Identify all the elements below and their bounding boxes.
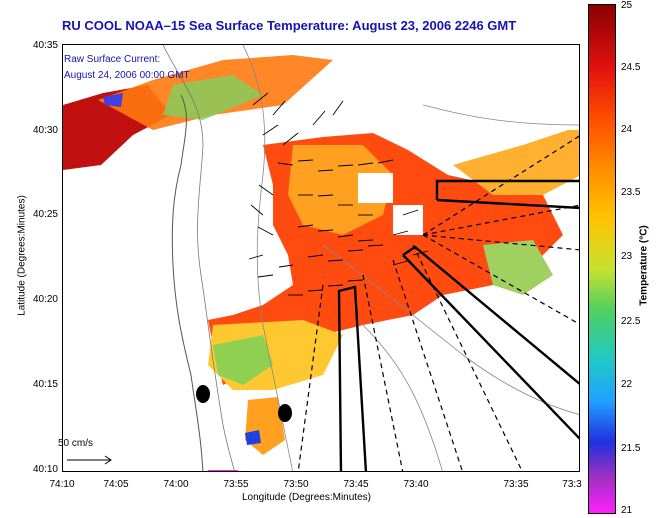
ytick-label: 40:30 — [32, 125, 58, 136]
colorbar-tick: 21.5 — [621, 443, 641, 454]
bathy-contour-2 — [242, 45, 293, 471]
colorbar-label: Temperature (°C) — [638, 225, 650, 306]
colorbar-tick: 24 — [621, 124, 633, 135]
ytick-label: 40:25 — [32, 209, 58, 220]
map-title: RU COOL NOAA–15 Sea Surface Temperature:… — [62, 18, 517, 33]
sst-patch-east-green — [483, 240, 553, 295]
xtick-label: 74:10 — [49, 479, 75, 490]
xtick-label: 74:00 — [163, 479, 189, 490]
station-dot-1 — [196, 385, 210, 403]
colorbar-tick: 24.5 — [621, 62, 641, 73]
cloud-gap-2 — [393, 205, 423, 235]
colorbar-tick: 22 — [621, 379, 633, 390]
map-canvas — [63, 45, 579, 471]
sst-patch-purple — [103, 93, 123, 107]
scale-arrowhead — [104, 455, 112, 465]
xtick-label: 73:3 — [562, 479, 582, 490]
colorbar-tick: 23.5 — [621, 187, 641, 198]
xtick-label: 73:35 — [503, 479, 529, 490]
bathy-contour-1 — [162, 45, 235, 471]
xtick-label: 73:55 — [223, 479, 249, 490]
bathy-contour-3 — [322, 244, 579, 415]
current-legend-line2: August 24, 2006 00:00 GMT — [64, 70, 190, 81]
ytick-label: 40:20 — [32, 294, 58, 305]
sst-patch-magenta — [208, 470, 238, 471]
xtick-label: 73:45 — [343, 479, 369, 490]
scale-label: 50 cm/s — [58, 438, 94, 449]
sst-patch-north-green — [163, 75, 263, 120]
xtick-label: 74:05 — [103, 479, 129, 490]
colorbar-tick: 22.5 — [621, 316, 641, 327]
x-axis-label: Longitude (Degrees:Minutes) — [242, 492, 371, 503]
colorbar-tick: 21 — [621, 505, 633, 516]
temperature-colorbar — [588, 4, 616, 514]
sst-patch-east — [453, 130, 579, 195]
ytick-label: 40:35 — [32, 40, 58, 51]
colorbar-tick: 23 — [621, 251, 633, 262]
coastline — [171, 94, 204, 471]
sst-map — [62, 44, 580, 472]
cloud-gap-1 — [358, 173, 393, 203]
sst-patch-green-south — [213, 335, 273, 385]
site-boxes — [337, 179, 579, 471]
bathy-contour-4 — [362, 324, 443, 471]
xtick-label: 73:50 — [283, 479, 309, 490]
y-axis-label: Latitude (Degrees:Minutes) — [16, 195, 28, 316]
sst-patch-orange — [288, 145, 393, 235]
current-vectors — [248, 92, 429, 296]
radial-lines — [297, 135, 579, 471]
ytick-label: 40:10 — [32, 464, 58, 475]
current-legend-line1: Raw Surface Current: — [64, 54, 161, 65]
colorbar-tick: 25 — [621, 0, 633, 11]
station-dot-2 — [278, 404, 292, 422]
xtick-label: 73:40 — [403, 479, 429, 490]
ytick-label: 40:15 — [32, 379, 58, 390]
bathy-contour-5 — [422, 104, 579, 126]
sst-patch-south-blue — [245, 430, 261, 445]
